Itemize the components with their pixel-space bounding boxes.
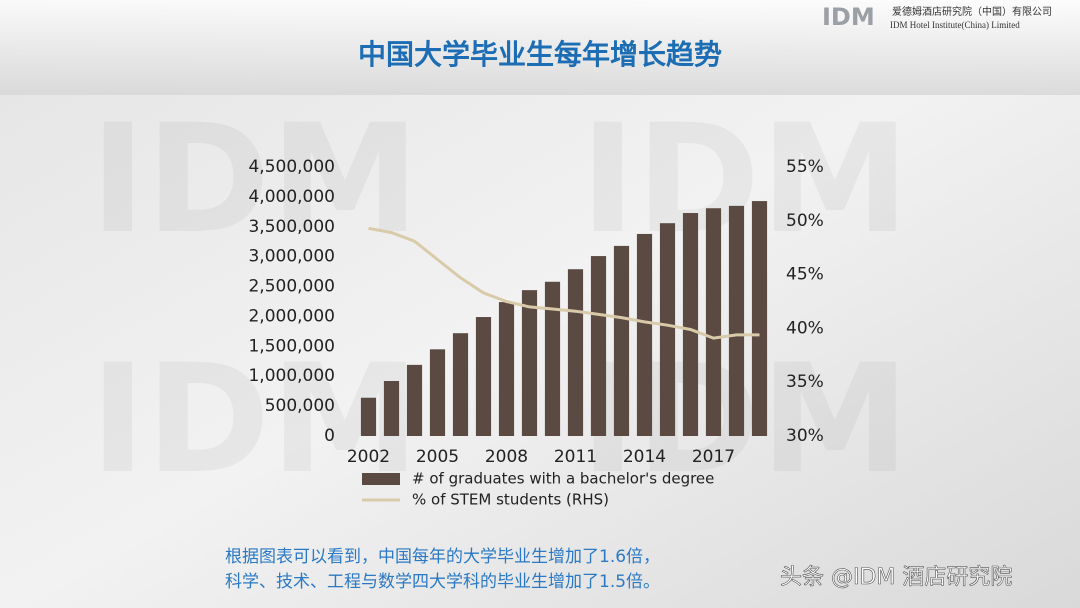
line — [368, 226, 760, 340]
chart-title: 中国大学毕业生每年增长趋势 — [358, 38, 722, 71]
bar — [705, 208, 722, 436]
x-tick-label: 2005 — [416, 447, 459, 467]
bar — [751, 201, 768, 436]
caption: 根据图表可以看到，中国每年的大学毕业生增加了1.6倍， — [225, 547, 660, 567]
bar — [590, 256, 607, 436]
legend-label: % of STEM students (RHS) — [412, 491, 609, 509]
y-tick-label: 3,500,000 — [248, 217, 335, 237]
bar — [728, 205, 745, 436]
y-tick-label: 1,500,000 — [248, 336, 335, 356]
y-tick-label: 1,000,000 — [248, 366, 335, 386]
y-tick-label: 4,000,000 — [248, 187, 335, 207]
bar — [406, 364, 423, 436]
y-tick-label: 2,500,000 — [248, 277, 335, 297]
y-tick-label: 500,000 — [265, 396, 335, 416]
company-cn: 爱德姆酒店研究院（中国）有限公司 — [892, 5, 1052, 18]
y2-tick-label: 40% — [786, 318, 824, 338]
bar — [567, 269, 584, 436]
watermark: IDM — [580, 93, 910, 267]
x-tick-label: 2008 — [485, 447, 528, 467]
y-tick-label: 2,000,000 — [248, 306, 335, 326]
watermark: IDM — [90, 93, 420, 267]
bar — [429, 349, 446, 436]
y2-tick-label: 30% — [786, 426, 824, 446]
source-tag: 头条 @IDM 酒店研究院 — [780, 565, 1012, 590]
bar — [659, 223, 676, 436]
watermark: IDM — [580, 333, 910, 507]
legend-swatch — [362, 473, 400, 485]
bar — [475, 317, 492, 436]
bar — [613, 245, 630, 436]
y-tick-label: 0 — [324, 426, 335, 446]
y2-tick-label: 45% — [786, 265, 824, 285]
caption: 科学、技术、工程与数学四大学科的毕业生增加了1.5倍。 — [225, 572, 660, 592]
bar — [498, 302, 515, 436]
bar — [383, 381, 400, 436]
bar — [636, 233, 653, 436]
company-en: IDM Hotel Institute(China) Limited — [890, 20, 1020, 30]
bar — [452, 333, 469, 436]
x-tick-label: 2017 — [692, 447, 735, 467]
bar — [682, 213, 699, 436]
legend-label: # of graduates with a bachelor's degree — [412, 470, 714, 488]
y2-tick-label: 55% — [786, 157, 824, 177]
y2-tick-label: 50% — [786, 211, 824, 231]
bar — [521, 290, 538, 436]
logo: IDM — [822, 3, 875, 31]
x-tick-label: 2014 — [623, 447, 666, 467]
bar — [544, 281, 561, 436]
y-tick-label: 3,000,000 — [248, 247, 335, 267]
x-tick-label: 2002 — [347, 447, 390, 467]
y-tick-label: 4,500,000 — [248, 157, 335, 177]
header-band — [0, 0, 1080, 95]
bar — [360, 397, 377, 436]
x-tick-label: 2011 — [554, 447, 597, 467]
y2-tick-label: 35% — [786, 372, 824, 392]
